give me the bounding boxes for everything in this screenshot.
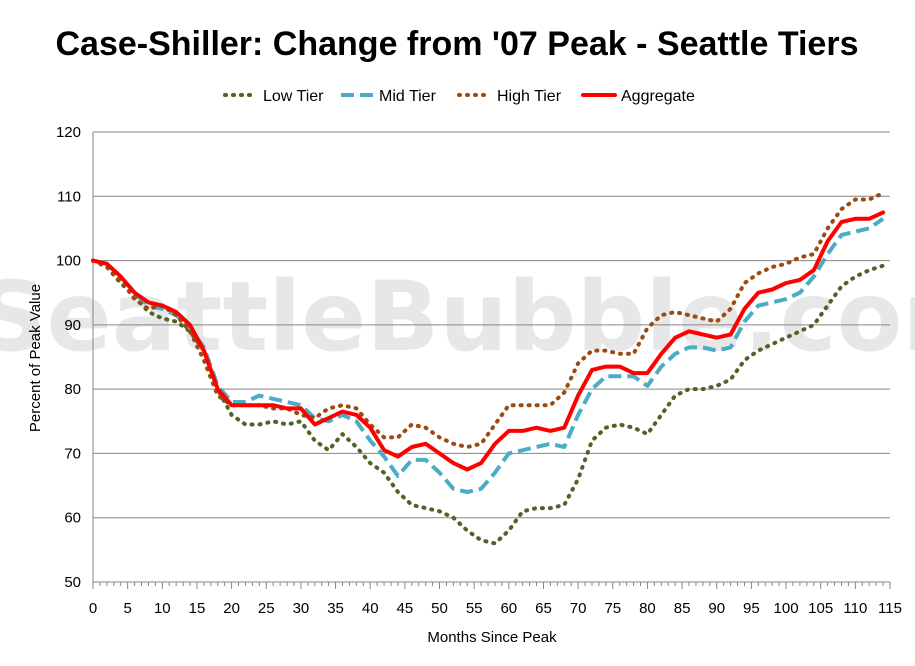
y-tick-labels: 50 60 70 80 90 100 110 120: [56, 124, 81, 591]
legend: Low Tier Mid Tier High Tier Aggregate: [223, 88, 695, 105]
x-tick-label: 5: [123, 600, 131, 617]
x-tick-label: 25: [258, 600, 275, 617]
x-tick-labels: 0 5 10 15 20 25 30 35 40 45 50 55 60 65 70 75 80 85 90 95 10…: [89, 600, 902, 617]
watermark: SeattleBubble.com: [0, 261, 915, 373]
x-tick-label: 75: [604, 600, 621, 617]
legend-label: Low Tier: [263, 88, 324, 105]
y-tick-label: 120: [56, 124, 81, 141]
series-line-aggregate: [91, 210, 886, 472]
y-tick-label: 90: [64, 317, 81, 334]
x-tick-label: 90: [708, 600, 725, 617]
x-tick-label: 60: [500, 600, 517, 617]
x-tick-label: 45: [397, 600, 414, 617]
series-line-mid-tier: [92, 217, 885, 494]
x-tick-label: 20: [223, 600, 240, 617]
x-tick-label: 30: [293, 600, 310, 617]
legend-label: Mid Tier: [379, 88, 437, 105]
y-tick-label: 60: [64, 510, 81, 527]
x-tick-label: 35: [327, 600, 344, 617]
x-tick-label: 70: [570, 600, 587, 617]
legend-label: High Tier: [497, 88, 562, 105]
x-axis-label: Months Since Peak: [427, 629, 557, 646]
x-tick-label: 80: [639, 600, 656, 617]
chart-title: Case-Shiller: Change from '07 Peak - Sea…: [56, 25, 859, 63]
x-tick-label: 40: [362, 600, 379, 617]
y-tick-label: 80: [64, 381, 81, 398]
x-tick-label: 110: [843, 600, 867, 617]
x-tick-label: 50: [431, 600, 448, 617]
y-tick-label: 50: [64, 574, 81, 591]
y-tick-label: 70: [64, 445, 81, 462]
x-tick-label: 0: [89, 600, 97, 617]
x-tick-label: 115: [878, 600, 902, 617]
series-line-high-tier: [91, 191, 886, 449]
axes: [92, 132, 891, 589]
x-tick-label: 100: [774, 600, 799, 617]
y-tick-label: 100: [56, 253, 81, 270]
x-tick-label: 15: [189, 600, 206, 617]
x-tick-label: 85: [674, 600, 691, 617]
x-tick-label: 105: [808, 600, 833, 617]
x-tick-label: 65: [535, 600, 552, 617]
x-tick-label: 10: [154, 600, 171, 617]
x-tick-label: 55: [466, 600, 483, 617]
x-tick-label: 95: [743, 600, 760, 617]
series-lines: [91, 191, 886, 546]
y-axis-label: Percent of Peak Value: [27, 284, 44, 432]
y-tick-label: 110: [57, 188, 81, 205]
legend-label: Aggregate: [621, 88, 695, 105]
